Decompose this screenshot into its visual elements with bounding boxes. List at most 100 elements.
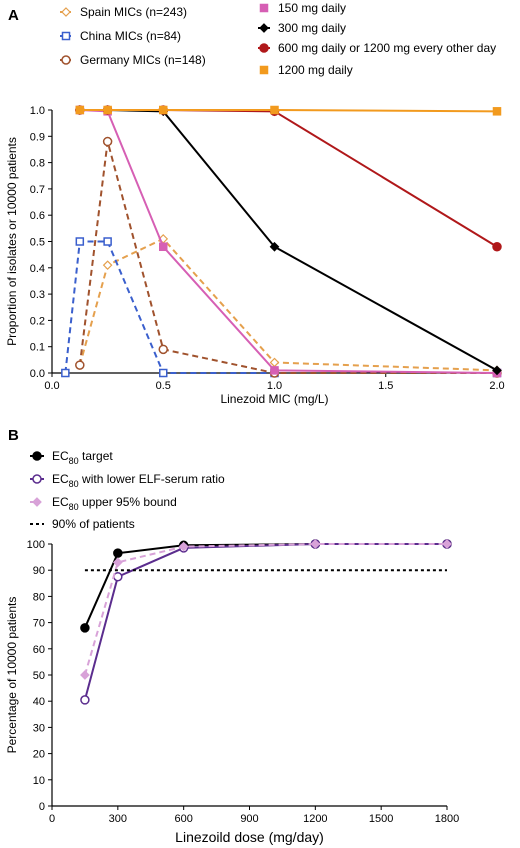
series-line-ec80-upper-95-bound xyxy=(83,543,447,676)
data-point xyxy=(61,368,70,378)
legend-item-germany-mics-n-148: Germany MICs (n=148) xyxy=(60,53,206,67)
x-tick-label: 300 xyxy=(109,813,127,825)
panel-a-y-axis-title: Proportion of isolates or 10000 patients xyxy=(5,137,19,346)
legend-label-main: EC xyxy=(52,472,69,486)
series-line-spain-mics-n-243 xyxy=(78,237,498,372)
y-tick-label: 20 xyxy=(33,749,45,761)
series-line-germany-mics-n-148 xyxy=(78,141,497,374)
panel-b-plot-area xyxy=(80,539,452,705)
legend-label-subscript: 80 xyxy=(69,479,79,489)
data-point xyxy=(103,237,112,246)
legend-label: EC80 with lower ELF-serum ratio xyxy=(52,472,225,489)
series-ec80-target xyxy=(80,539,452,633)
legend-item-ec80-upper-95-bound: EC80 upper 95% bound xyxy=(30,495,177,512)
y-tick-label: 0.1 xyxy=(30,342,45,354)
legend-label-rest: with lower ELF-serum ratio xyxy=(79,472,225,486)
x-tick-label: 2.0 xyxy=(489,380,504,392)
legend-swatch-marker xyxy=(259,43,269,53)
data-point xyxy=(492,365,502,376)
data-point xyxy=(442,539,452,549)
series-line-china-mics-n-84 xyxy=(64,240,497,374)
legend-label: 300 mg daily xyxy=(278,21,346,35)
legend-label-main: EC xyxy=(52,495,69,509)
legend-label: 600 mg daily or 1200 mg every other day xyxy=(278,41,496,55)
data-point xyxy=(75,105,85,115)
legend-label: Spain MICs (n=243) xyxy=(80,5,187,19)
legend-label-subscript: 80 xyxy=(69,456,79,466)
y-tick-label: 30 xyxy=(33,722,45,734)
y-tick-label: 50 xyxy=(33,670,45,682)
data-point xyxy=(269,241,280,252)
x-tick-label: 1500 xyxy=(369,813,393,825)
legend-item-1200-mg-daily: 1200 mg daily xyxy=(259,63,353,77)
panel-b-x-axis-title: Linezoild dose (mg/day) xyxy=(175,829,324,845)
y-tick-label: 100 xyxy=(27,539,45,551)
legend-item-china-mics-n-84: China MICs (n=84) xyxy=(60,29,181,43)
series-1200-mg-daily xyxy=(75,105,502,116)
y-tick-label: 10 xyxy=(33,775,45,787)
panel-a-legend: Spain MICs (n=243) China MICs (n=84) Germa… xyxy=(60,1,496,77)
data-point xyxy=(270,105,279,115)
legend-label: EC80 target xyxy=(52,449,113,466)
x-tick-label: 0 xyxy=(49,813,55,825)
x-tick-label: 0.5 xyxy=(156,380,171,392)
legend-item-spain-mics-n-243: Spain MICs (n=243) xyxy=(60,5,187,19)
series-line-ec80-target xyxy=(84,543,447,629)
y-tick-label: 90 xyxy=(33,565,45,577)
x-tick-label: 0.0 xyxy=(44,380,59,392)
y-tick-label: 0 xyxy=(39,801,45,813)
data-point xyxy=(102,136,113,147)
y-tick-label: 70 xyxy=(33,618,45,630)
legend-item-90-of-patients: 90% of patients xyxy=(30,517,135,531)
series-line-150-mg-daily xyxy=(79,109,498,374)
series-china-mics-n-84 xyxy=(61,237,502,378)
legend-swatch-marker xyxy=(61,31,71,41)
data-point xyxy=(80,623,90,633)
panel-a-axes: 0.0 0.5 1.0 1.5 2.0 0.0 0.1 0.2 0.3 0.4 0.5 0.6 0.7 0… xyxy=(30,105,505,392)
y-tick-label: 0.7 xyxy=(30,184,45,196)
y-tick-label: 0.8 xyxy=(30,158,45,170)
series-ec80-with-lower-elf-serum-ratio xyxy=(80,539,452,705)
data-point xyxy=(112,557,123,568)
panel-b-y-axis-title: Percentage of 10000 patients xyxy=(5,597,19,754)
legend-label-main: EC xyxy=(52,449,69,463)
legend-swatch-marker xyxy=(32,451,42,461)
legend-swatch-marker xyxy=(32,474,42,484)
y-tick-label: 1.0 xyxy=(30,105,45,117)
legend-label-subscript: 80 xyxy=(69,502,79,512)
data-point xyxy=(102,260,113,271)
data-point xyxy=(269,357,280,368)
data-point xyxy=(103,105,112,115)
data-point xyxy=(178,541,189,552)
y-tick-label: 0.2 xyxy=(30,315,45,327)
series-line-300-mg-daily xyxy=(79,109,498,372)
x-tick-label: 600 xyxy=(174,813,192,825)
data-point xyxy=(270,366,279,375)
legend-label: EC80 upper 95% bound xyxy=(52,495,177,512)
data-point xyxy=(80,670,90,680)
x-tick-label: 1.0 xyxy=(267,380,282,392)
series-line-ec80-with-lower-elf-serum-ratio xyxy=(83,543,447,701)
y-tick-label: 0.6 xyxy=(30,210,45,222)
legend-label: Germany MICs (n=148) xyxy=(80,53,206,67)
legend-item-600-mg-daily-or-1200-mg-every-other-day: 600 mg daily or 1200 mg every other day xyxy=(258,41,496,55)
legend-label-rest: target xyxy=(79,449,114,463)
y-tick-label: 0.3 xyxy=(30,289,45,301)
legend-item-ec80-target: EC80 target xyxy=(30,449,113,466)
panel-a-label: A xyxy=(8,7,19,24)
series-300-mg-daily xyxy=(74,105,502,376)
y-tick-label: 0.4 xyxy=(30,263,45,275)
data-point xyxy=(492,107,502,116)
x-tick-label: 900 xyxy=(240,813,258,825)
legend-swatch-marker xyxy=(61,55,71,65)
panel-a: A Spain MICs (n=243) China MICs (n=84) Ger… xyxy=(5,1,505,406)
series-germany-mics-n-148 xyxy=(75,136,502,378)
legend-swatch-marker xyxy=(61,7,71,17)
data-point xyxy=(492,242,502,252)
x-tick-label: 1800 xyxy=(435,813,459,825)
y-tick-label: 80 xyxy=(33,591,45,603)
y-tick-label: 0.5 xyxy=(30,237,45,249)
panel-a-x-axis-title: Linezoid MIC (mg/L) xyxy=(220,392,328,406)
